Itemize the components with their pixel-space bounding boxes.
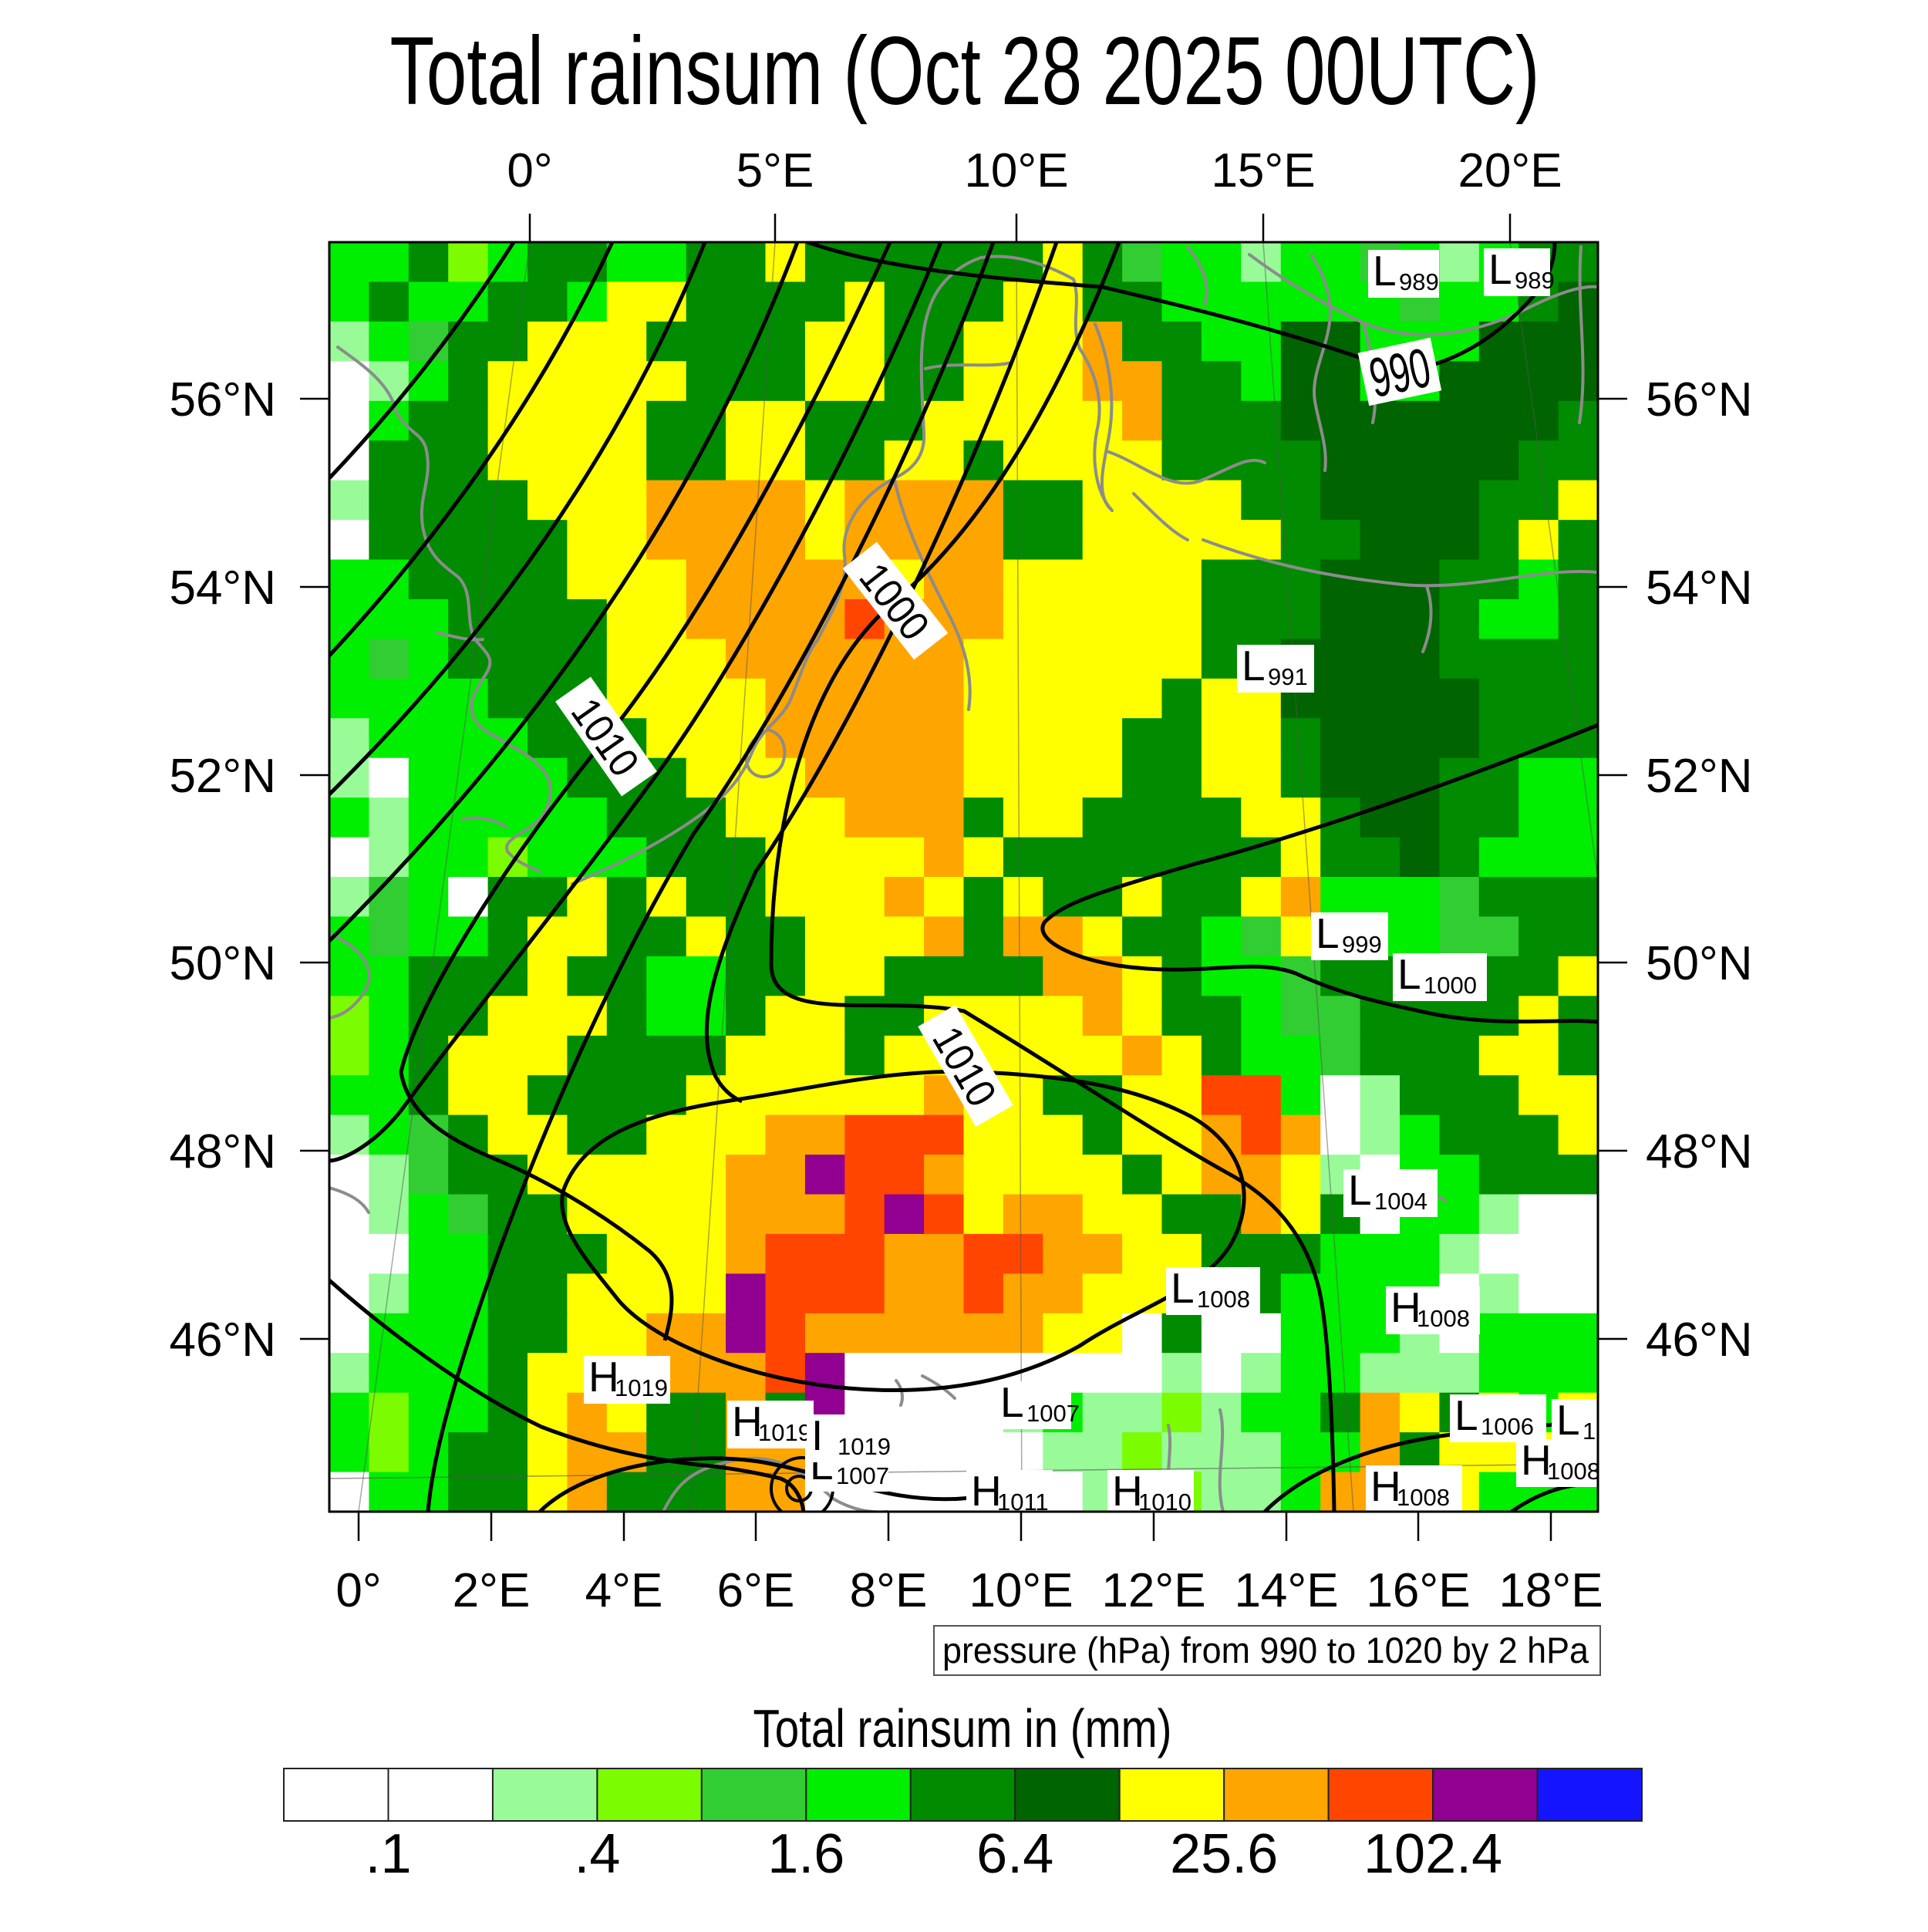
svg-text:L: L: [1373, 247, 1397, 295]
svg-text:0°: 0°: [507, 144, 552, 197]
svg-text:990: 990: [1364, 337, 1436, 410]
svg-text:1008: 1008: [1547, 1458, 1600, 1485]
svg-text:52°N: 52°N: [1646, 750, 1753, 803]
svg-text:2°E: 2°E: [453, 1564, 531, 1617]
svg-text:1011: 1011: [997, 1489, 1049, 1516]
svg-text:54°N: 54°N: [1646, 561, 1753, 615]
svg-text:10°E: 10°E: [969, 1564, 1073, 1617]
svg-text:1007: 1007: [836, 1462, 889, 1489]
svg-text:18°E: 18°E: [1498, 1564, 1603, 1617]
svg-text:L: L: [1242, 642, 1266, 690]
svg-text:Total rainsum in (mm): Total rainsum in (mm): [753, 1698, 1172, 1758]
svg-text:1019: 1019: [758, 1419, 811, 1446]
svg-text:12°E: 12°E: [1101, 1564, 1205, 1617]
svg-text:L: L: [1171, 1264, 1195, 1312]
svg-text:L: L: [1454, 1391, 1478, 1439]
svg-text:56°N: 56°N: [169, 373, 276, 427]
svg-text:10: 10: [1583, 1418, 1609, 1445]
svg-text:102.4: 102.4: [1363, 1823, 1502, 1885]
svg-text:15°E: 15°E: [1211, 144, 1315, 197]
svg-text:L: L: [1397, 950, 1421, 998]
svg-text:H: H: [971, 1467, 1002, 1515]
svg-text:25.6: 25.6: [1170, 1823, 1278, 1885]
svg-text:H: H: [732, 1398, 763, 1445]
svg-text:I: I: [811, 1411, 823, 1459]
svg-text:L: L: [1556, 1396, 1580, 1444]
svg-text:L: L: [1000, 1378, 1024, 1426]
svg-text:pressure (hPa) from 990 to 102: pressure (hPa) from 990 to 1020 by 2 hPa: [942, 1630, 1589, 1671]
svg-text:56°N: 56°N: [1646, 373, 1753, 427]
svg-text:50°N: 50°N: [1646, 937, 1753, 990]
svg-text:5°E: 5°E: [736, 144, 814, 197]
svg-text:48°N: 48°N: [1646, 1125, 1753, 1178]
svg-text:16°E: 16°E: [1366, 1564, 1470, 1617]
svg-text:46°N: 46°N: [1646, 1313, 1753, 1367]
svg-text:0°: 0°: [335, 1564, 381, 1617]
svg-text:1000: 1000: [1424, 972, 1477, 999]
svg-text:10°E: 10°E: [964, 144, 1068, 197]
svg-text:989: 989: [1399, 268, 1439, 295]
svg-text:1006: 1006: [1481, 1413, 1534, 1440]
svg-text:Total rainsum (Oct 28 2025 00U: Total rainsum (Oct 28 2025 00UTC): [390, 18, 1540, 125]
svg-text:L: L: [1488, 245, 1512, 293]
svg-text:1008: 1008: [1197, 1286, 1250, 1313]
svg-text:20°E: 20°E: [1458, 144, 1562, 197]
svg-text:48°N: 48°N: [169, 1125, 276, 1178]
svg-text:52°N: 52°N: [169, 750, 276, 803]
svg-text:1019: 1019: [838, 1433, 891, 1460]
svg-text:1019: 1019: [615, 1374, 668, 1401]
svg-text:54°N: 54°N: [169, 561, 276, 615]
svg-text:6°E: 6°E: [717, 1564, 795, 1617]
svg-text:.1: .1: [365, 1823, 411, 1885]
svg-text:6.4: 6.4: [976, 1823, 1053, 1885]
svg-text:H: H: [1370, 1462, 1401, 1510]
svg-text:1008: 1008: [1417, 1305, 1470, 1332]
svg-text:H: H: [1390, 1283, 1421, 1331]
svg-text:.4: .4: [574, 1823, 620, 1885]
svg-text:1.6: 1.6: [767, 1823, 844, 1885]
svg-text:989: 989: [1515, 267, 1555, 294]
svg-text:1007: 1007: [1026, 1400, 1080, 1427]
svg-text:50°N: 50°N: [169, 937, 276, 990]
svg-text:1010: 1010: [1138, 1489, 1192, 1516]
svg-text:991: 991: [1268, 663, 1308, 690]
svg-text:L: L: [1316, 909, 1340, 957]
svg-text:1008: 1008: [1397, 1484, 1450, 1511]
svg-text:14°E: 14°E: [1234, 1564, 1338, 1617]
svg-text:1004: 1004: [1374, 1188, 1427, 1215]
svg-text:8°E: 8°E: [850, 1564, 928, 1617]
svg-text:H: H: [1521, 1436, 1552, 1484]
svg-text:46°N: 46°N: [169, 1313, 276, 1367]
svg-text:H: H: [588, 1353, 619, 1401]
svg-text:L: L: [1348, 1166, 1372, 1214]
svg-text:999: 999: [1342, 931, 1382, 958]
svg-text:H: H: [1112, 1467, 1143, 1515]
svg-text:4°E: 4°E: [585, 1564, 663, 1617]
